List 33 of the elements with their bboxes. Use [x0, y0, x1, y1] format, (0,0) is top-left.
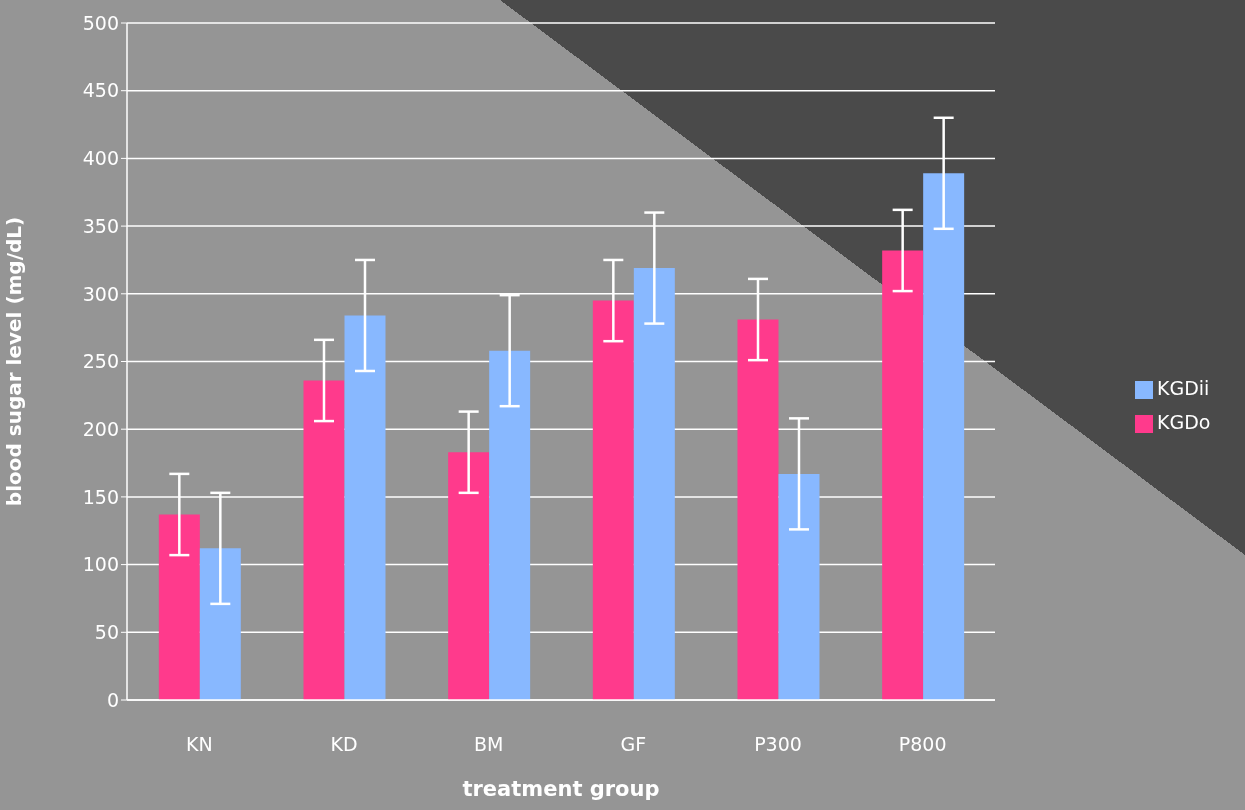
bar — [344, 315, 386, 700]
bar — [158, 514, 200, 700]
y-tick-label: 0 — [106, 688, 119, 711]
legend-label: KGDo — [1157, 411, 1211, 433]
x-axis-title: treatment group — [462, 777, 660, 801]
y-tick-label: 300 — [82, 282, 119, 305]
bar — [592, 300, 634, 700]
y-tick-label: 50 — [94, 621, 119, 644]
x-tick-label: KN — [185, 733, 213, 756]
x-tick-label: GF — [620, 733, 647, 756]
y-tick-label: 400 — [82, 147, 119, 170]
bar — [923, 173, 965, 700]
bar — [303, 380, 345, 700]
y-tick-label: 200 — [82, 417, 119, 440]
bar — [448, 452, 490, 700]
bar — [489, 350, 531, 700]
legend-label: KGDii — [1157, 377, 1210, 399]
y-tick-label: 100 — [82, 553, 119, 576]
bar — [199, 548, 241, 700]
x-tick-label: KD — [330, 733, 358, 756]
y-tick-label: 450 — [82, 79, 119, 102]
bar — [737, 319, 779, 700]
x-tick-label: P300 — [754, 733, 802, 756]
x-tick-label: BM — [473, 733, 504, 756]
bar — [882, 250, 924, 700]
y-tick-label: 150 — [82, 485, 119, 508]
y-tick-label: 250 — [82, 350, 119, 373]
y-tick-label: 500 — [82, 11, 119, 34]
bar — [633, 268, 675, 700]
y-axis-title: blood sugar level (mg/dL) — [2, 216, 27, 507]
x-tick-label: P800 — [898, 733, 947, 756]
bar — [778, 473, 820, 700]
y-tick-label: 350 — [82, 214, 119, 237]
